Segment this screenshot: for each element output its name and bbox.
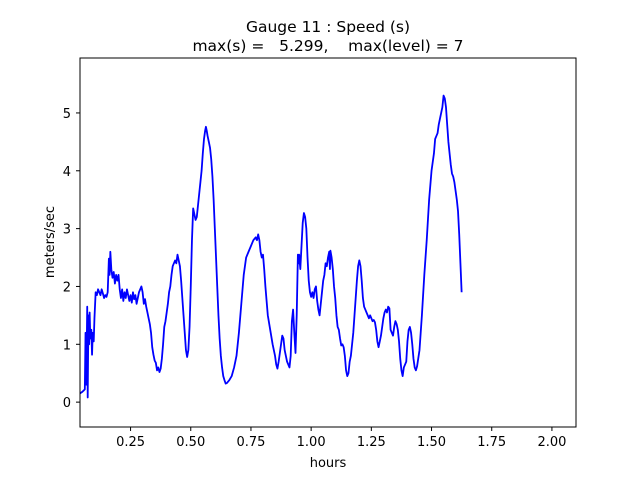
y-tick-label: 2 — [63, 280, 71, 295]
x-axis-label: hours — [310, 456, 347, 471]
plot-area — [79, 94, 463, 399]
x-tick-label: 1.00 — [297, 435, 326, 450]
x-tick-label: 1.75 — [477, 435, 506, 450]
chart-title: Gauge 11 : Speed (s) — [246, 18, 410, 36]
y-tick-label: 0 — [63, 396, 71, 411]
x-tick-label: 0.75 — [236, 435, 265, 450]
y-axis: 0 1 2 3 4 5 — [63, 107, 80, 411]
y-tick-label: 5 — [63, 107, 71, 122]
x-tick-label: 2.00 — [537, 435, 566, 450]
axes-frame — [79, 57, 577, 428]
x-tick-label: 0.25 — [116, 435, 145, 450]
x-tick-label: 1.25 — [357, 435, 386, 450]
y-tick-label: 3 — [63, 223, 71, 238]
x-axis: 0.25 0.50 0.75 1.00 1.25 1.50 1.75 2.00 — [116, 427, 566, 450]
y-tick-label: 4 — [63, 165, 71, 180]
y-axis-label: meters/sec — [43, 206, 58, 278]
x-tick-label: 0.50 — [176, 435, 205, 450]
x-tick-label: 1.50 — [417, 435, 446, 450]
series-line-0 — [79, 94, 463, 399]
y-tick-label: 1 — [63, 338, 71, 353]
chart-subtitle: max(s) = 5.299, max(level) = 7 — [192, 37, 463, 55]
